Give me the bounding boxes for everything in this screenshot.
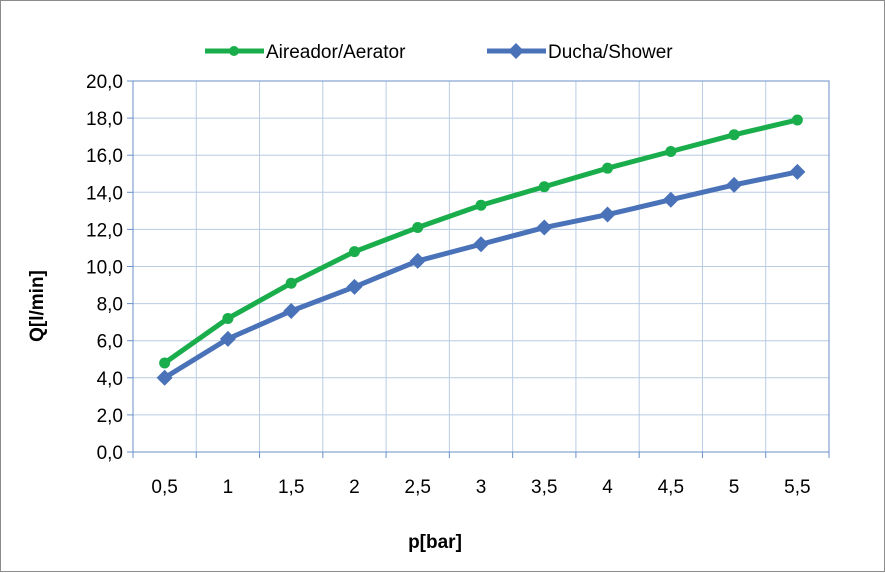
data-point-aerator bbox=[348, 246, 360, 258]
y-tick-label: 14,0 bbox=[86, 183, 123, 204]
x-tick-label: 1,5 bbox=[278, 477, 304, 498]
legend-item-aerator: Aireador/Aerator bbox=[205, 42, 406, 63]
y-tick-label: 2,0 bbox=[97, 406, 123, 427]
x-tick-label: 1 bbox=[223, 477, 234, 498]
legend-marker-shower bbox=[508, 43, 524, 59]
y-axis-title: Q[l/min] bbox=[27, 270, 48, 342]
legend: Aireador/Aerator Ducha/Shower bbox=[205, 42, 673, 63]
data-point-aerator bbox=[602, 162, 614, 174]
data-point-shower bbox=[409, 252, 426, 269]
y-tick-label: 12,0 bbox=[86, 220, 123, 241]
y-tick-label: 6,0 bbox=[97, 332, 123, 353]
series-layer bbox=[156, 114, 806, 386]
data-point-aerator bbox=[412, 222, 424, 234]
grid-lines bbox=[133, 81, 829, 452]
x-tick-label: 5,5 bbox=[784, 477, 810, 498]
data-point-shower bbox=[156, 369, 173, 386]
data-point-shower bbox=[662, 191, 679, 208]
data-point-aerator bbox=[285, 277, 297, 289]
data-point-aerator bbox=[159, 357, 171, 369]
x-tick-label: 2 bbox=[349, 477, 360, 498]
x-tick-label: 2,5 bbox=[405, 477, 431, 498]
data-point-aerator bbox=[665, 145, 677, 157]
x-axis-title: p[bar] bbox=[408, 532, 462, 553]
legend-label-shower: Ducha/Shower bbox=[548, 42, 673, 63]
data-point-aerator bbox=[475, 199, 487, 211]
series-shower bbox=[156, 163, 806, 386]
y-tick-label: 8,0 bbox=[97, 295, 123, 316]
data-point-shower bbox=[536, 219, 553, 236]
y-tick-label: 10,0 bbox=[86, 258, 123, 279]
data-point-aerator bbox=[791, 114, 803, 126]
data-point-aerator bbox=[222, 312, 234, 324]
tick-labels: 0,0 2,0 4,0 6,0 8,0 10,0 12,0 14,0 16,0 18,0 20,0 0… bbox=[86, 72, 811, 498]
series-aerator bbox=[159, 114, 803, 369]
y-tick-label: 0,0 bbox=[97, 443, 123, 464]
legend-item-shower: Ducha/Shower bbox=[487, 42, 673, 63]
data-point-shower bbox=[219, 330, 236, 347]
data-point-aerator bbox=[538, 181, 550, 193]
y-tick-label: 18,0 bbox=[86, 109, 123, 130]
x-tick-label: 3,5 bbox=[531, 477, 557, 498]
legend-label-aerator: Aireador/Aerator bbox=[266, 42, 406, 63]
y-tick-label: 16,0 bbox=[86, 146, 123, 167]
legend-marker-aerator bbox=[229, 46, 239, 56]
data-point-shower bbox=[726, 176, 743, 193]
x-tick-label: 5 bbox=[729, 477, 740, 498]
y-tick-label: 4,0 bbox=[97, 369, 123, 390]
x-tick-label: 3 bbox=[476, 477, 487, 498]
x-tick-label: 0,5 bbox=[151, 477, 177, 498]
x-tick-label: 4,5 bbox=[658, 477, 684, 498]
data-point-shower bbox=[789, 163, 806, 180]
x-tick-label: 4 bbox=[602, 477, 613, 498]
y-tick-label: 20,0 bbox=[86, 72, 123, 93]
data-point-aerator bbox=[728, 129, 740, 141]
data-point-shower bbox=[599, 206, 616, 223]
axes bbox=[127, 80, 830, 458]
data-point-shower bbox=[473, 236, 489, 253]
data-point-shower bbox=[283, 303, 300, 320]
data-point-shower bbox=[346, 278, 363, 295]
